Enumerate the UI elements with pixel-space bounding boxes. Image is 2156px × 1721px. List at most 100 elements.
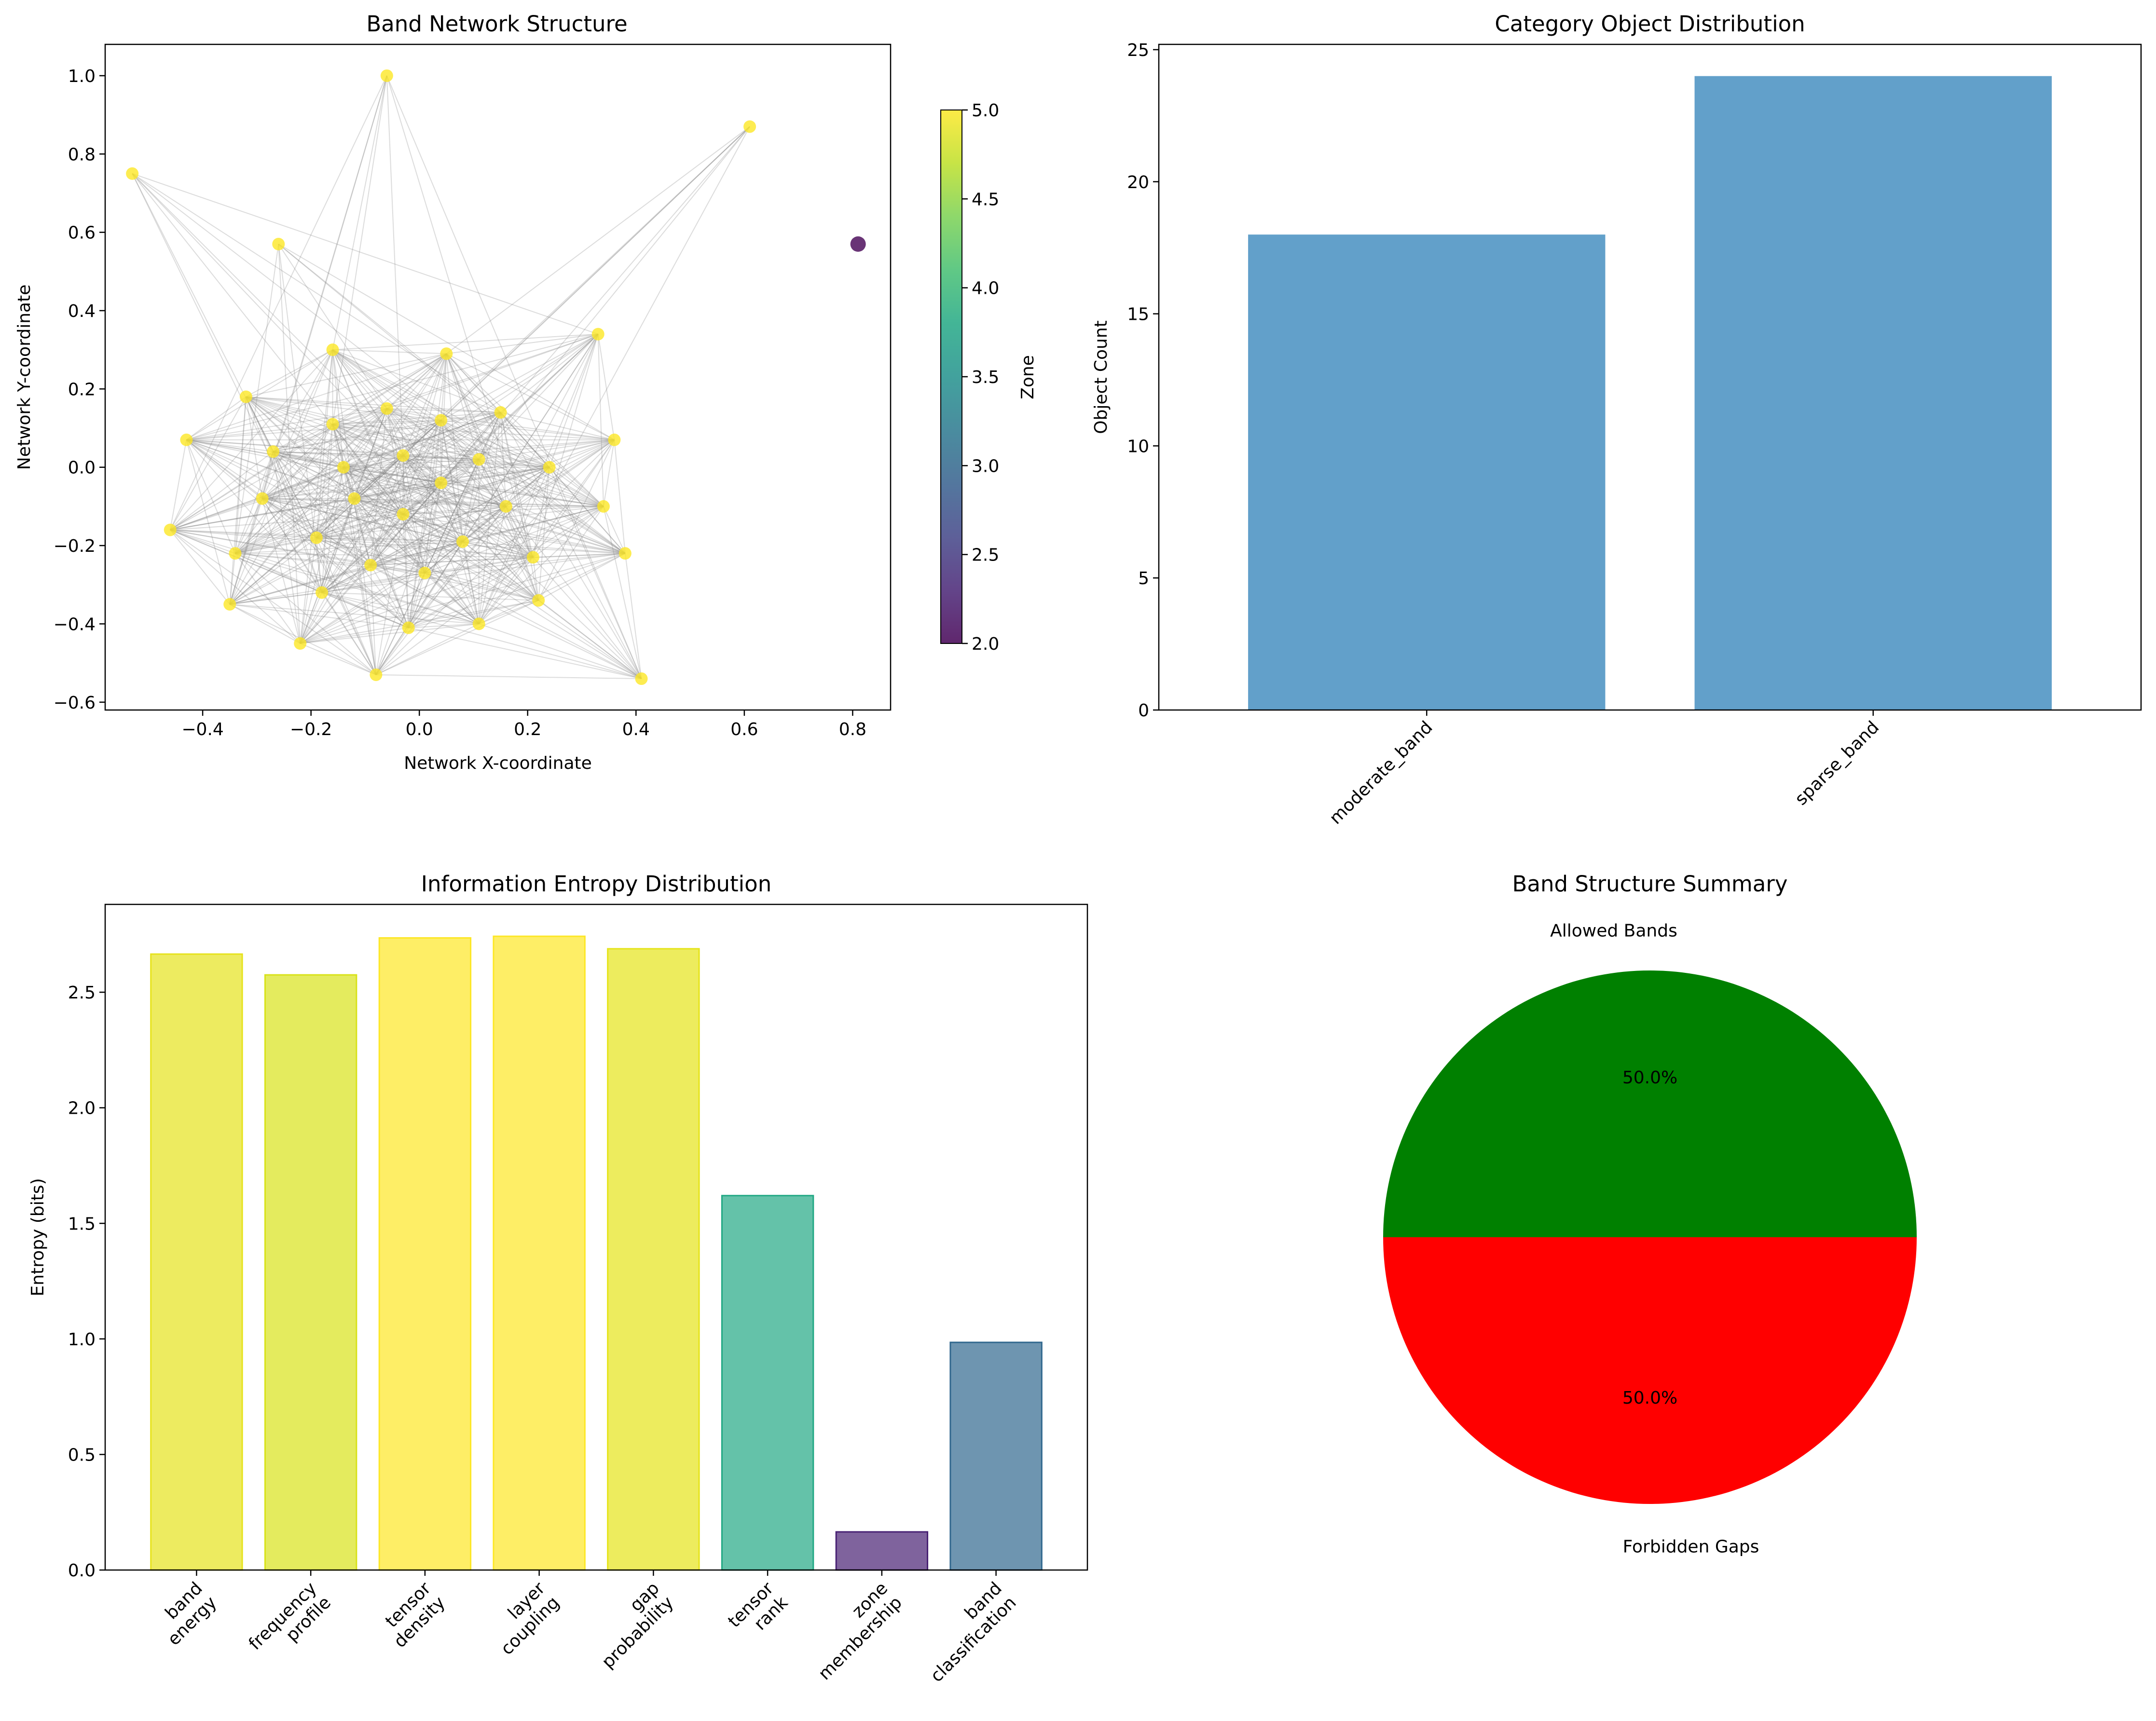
network-node bbox=[635, 672, 648, 685]
network-edge bbox=[403, 439, 615, 456]
network-edge bbox=[300, 537, 317, 644]
network-edge bbox=[300, 420, 441, 644]
network-edge bbox=[316, 467, 344, 538]
network-edge bbox=[354, 333, 599, 499]
entropy-x-tick-label: zonemembership bbox=[800, 1578, 906, 1684]
network-edge bbox=[300, 553, 626, 644]
network-nodes bbox=[126, 69, 866, 685]
network-edge bbox=[273, 451, 344, 468]
network-node bbox=[532, 594, 545, 607]
entropy-bar bbox=[835, 1531, 929, 1571]
network-y-tick-label: 1.0 bbox=[68, 67, 96, 86]
network-edges bbox=[132, 75, 750, 680]
network-edge bbox=[262, 498, 506, 507]
network-edge bbox=[371, 557, 534, 566]
network-node bbox=[526, 551, 539, 564]
network-edge bbox=[321, 498, 355, 593]
network-edge bbox=[500, 412, 539, 601]
network-x-ticks: −0.4 −0.2 0.0 0.2 0.4 0.6 0.8 bbox=[181, 710, 866, 739]
network-edge bbox=[402, 482, 441, 515]
network-edge bbox=[354, 408, 387, 499]
entropy-bar bbox=[493, 935, 586, 1571]
network-edge bbox=[186, 420, 441, 440]
network-edge bbox=[343, 466, 534, 558]
network-edge bbox=[370, 564, 539, 601]
network-edge bbox=[332, 423, 463, 542]
network-edge bbox=[186, 439, 274, 452]
category-x-ticks: moderate_band sparse_band bbox=[1326, 710, 1883, 828]
network-edge bbox=[403, 455, 626, 554]
network-edge bbox=[261, 498, 377, 675]
network-edge bbox=[273, 451, 371, 566]
network-edge bbox=[354, 498, 463, 542]
network-edge bbox=[261, 349, 333, 499]
network-edge bbox=[478, 412, 501, 460]
network-edge bbox=[354, 420, 441, 499]
network-edge bbox=[332, 349, 404, 515]
network-edge bbox=[354, 459, 480, 499]
network-edge bbox=[538, 506, 604, 601]
network-edge bbox=[321, 564, 371, 593]
network-edge bbox=[300, 623, 479, 644]
network-node bbox=[472, 453, 485, 466]
entropy-bar bbox=[721, 1195, 814, 1571]
network-edge bbox=[446, 333, 598, 355]
network-edge bbox=[354, 498, 604, 507]
network-edge bbox=[186, 439, 403, 515]
network-edge bbox=[354, 455, 404, 499]
network-edge bbox=[245, 396, 263, 499]
network-edge bbox=[316, 498, 355, 538]
network-edge bbox=[440, 482, 480, 624]
network-edge bbox=[440, 482, 539, 601]
network-edge bbox=[354, 439, 615, 499]
network-edge bbox=[462, 459, 480, 542]
network-edge bbox=[402, 412, 501, 515]
network-edge bbox=[316, 537, 371, 566]
network-node bbox=[256, 492, 269, 505]
network-edge bbox=[234, 553, 377, 675]
pie-slice bbox=[1383, 970, 1917, 1237]
network-edge bbox=[230, 592, 322, 605]
network-edge bbox=[386, 75, 404, 456]
network-edge bbox=[408, 420, 442, 628]
network-edge bbox=[533, 506, 604, 558]
network-edge bbox=[316, 537, 480, 625]
network-edge bbox=[375, 627, 409, 675]
network-edge bbox=[234, 412, 501, 554]
network-node bbox=[456, 535, 469, 548]
network-edge bbox=[316, 537, 463, 542]
network-node bbox=[397, 508, 410, 521]
network-edge bbox=[343, 467, 371, 565]
network-edge bbox=[403, 439, 615, 515]
network-edge bbox=[246, 396, 480, 625]
network-edge bbox=[370, 514, 404, 566]
network-edge bbox=[386, 408, 480, 460]
network-edge bbox=[370, 420, 442, 566]
network-edge bbox=[316, 126, 750, 538]
colorbar-tick-label: 3.5 bbox=[972, 368, 999, 387]
network-edge bbox=[386, 75, 642, 679]
entropy-x-tick-label: bandclassification bbox=[912, 1578, 1020, 1686]
network-edge bbox=[332, 420, 441, 425]
network-edge bbox=[321, 592, 377, 675]
network-edge bbox=[321, 482, 441, 593]
network-edge bbox=[300, 627, 409, 644]
network-edge bbox=[500, 412, 615, 440]
network-edge bbox=[332, 349, 404, 456]
network-edge bbox=[440, 482, 604, 507]
network-edge bbox=[440, 333, 599, 421]
network-edge bbox=[500, 333, 599, 413]
network-edge bbox=[386, 408, 534, 558]
network-edge bbox=[506, 505, 626, 554]
network-node bbox=[380, 69, 393, 82]
entropy-y-tick-label: 2.5 bbox=[68, 983, 96, 1003]
network-node bbox=[229, 547, 242, 560]
network-edge bbox=[332, 350, 355, 499]
network-edge bbox=[462, 541, 625, 554]
network-edge bbox=[132, 173, 274, 452]
entropy-bars bbox=[150, 935, 1043, 1571]
network-edge bbox=[332, 353, 447, 425]
network-edge bbox=[186, 439, 371, 566]
network-edge bbox=[375, 482, 442, 675]
network-edge bbox=[440, 126, 750, 421]
